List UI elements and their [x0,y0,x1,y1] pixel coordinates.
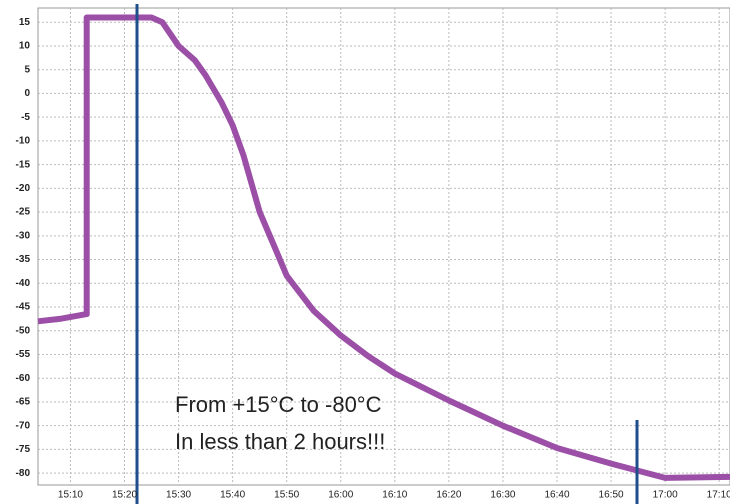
x-tick-label: 15:40 [220,490,245,501]
x-tick-label: 15:50 [274,490,299,501]
x-tick-label: 16:50 [599,490,624,501]
y-tick-label: 10 [19,41,31,52]
y-tick-label: 5 [24,64,30,75]
grid [38,8,730,485]
y-tick-label: -5 [21,112,30,123]
x-tick-label: 16:20 [436,490,461,501]
x-tick-label: 15:10 [58,490,83,501]
y-tick-label: -60 [16,373,31,384]
y-tick-label: -30 [16,230,31,241]
y-tick-label: -65 [16,397,31,408]
annotation: In less than 2 hours!!! [175,429,385,454]
y-tick-label: -10 [16,136,31,147]
y-tick-label: -45 [16,302,31,313]
x-tick-label: 15:20 [112,490,137,501]
y-tick-label: -55 [16,349,31,360]
y-tick-label: -35 [16,254,31,265]
y-tick-label: -15 [16,159,31,170]
y-tick-label: -20 [16,183,31,194]
x-tick-label: 16:00 [328,490,353,501]
x-tick-label: 16:40 [544,490,569,501]
y-tick-label: -50 [16,325,31,336]
x-tick-label: 16:30 [490,490,515,501]
x-tick-label: 16:10 [382,490,407,501]
x-tick-label: 17:10 [707,490,730,501]
y-tick-label: -40 [16,278,31,289]
x-tick-label: 17:00 [653,490,678,501]
plot-area [37,7,730,486]
marks [37,14,730,481]
y-tick-label: -70 [16,420,31,431]
data-line [37,14,730,481]
y-tick-label: -80 [16,468,31,479]
annotation: From +15°C to -80°C [175,392,382,417]
x-tick-label: 15:30 [166,490,191,501]
y-tick-label: 0 [24,88,30,99]
y-tick-label: -25 [16,207,31,218]
y-tick-label: 15 [19,17,31,28]
y-tick-label: -75 [16,444,31,455]
